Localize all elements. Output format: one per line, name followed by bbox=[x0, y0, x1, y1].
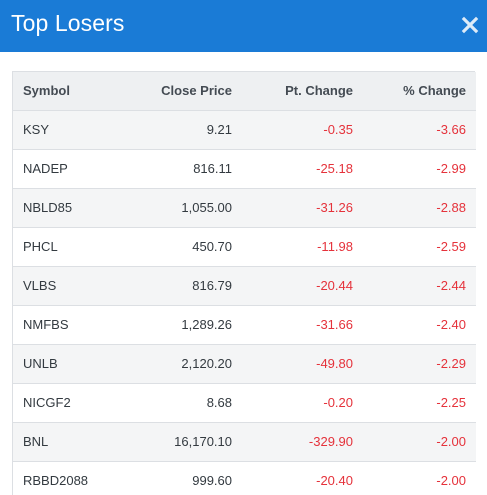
modal-header: Top Losers bbox=[0, 0, 487, 52]
close-icon[interactable] bbox=[461, 16, 479, 34]
cell-close-price: 816.11 bbox=[121, 149, 242, 189]
column-header-pct-change[interactable]: % Change bbox=[363, 72, 476, 111]
table-row[interactable]: KSY 9.21 -0.35 -3.66 bbox=[13, 110, 476, 150]
cell-pct-change: -2.29 bbox=[363, 344, 476, 384]
cell-pct-change: -2.99 bbox=[363, 149, 476, 189]
table-row[interactable]: NMFBS 1,289.26 -31.66 -2.40 bbox=[13, 305, 476, 345]
cell-symbol[interactable]: NBLD85 bbox=[13, 188, 121, 228]
cell-pt-change: -329.90 bbox=[242, 422, 363, 462]
cell-close-price: 1,289.26 bbox=[121, 305, 242, 345]
column-header-close-price[interactable]: Close Price bbox=[121, 72, 242, 111]
cell-pct-change: -2.00 bbox=[363, 461, 476, 495]
cell-symbol[interactable]: PHCL bbox=[13, 227, 121, 267]
column-header-pt-change[interactable]: Pt. Change bbox=[242, 72, 363, 111]
table-row[interactable]: BNL 16,170.10 -329.90 -2.00 bbox=[13, 422, 476, 462]
cell-pt-change: -20.40 bbox=[242, 461, 363, 495]
table-row[interactable]: NICGF2 8.68 -0.20 -2.25 bbox=[13, 383, 476, 423]
cell-pct-change: -2.40 bbox=[363, 305, 476, 345]
cell-pt-change: -0.20 bbox=[242, 383, 363, 423]
cell-pct-change: -2.00 bbox=[363, 422, 476, 462]
modal-title: Top Losers bbox=[11, 10, 125, 36]
cell-pt-change: -11.98 bbox=[242, 227, 363, 267]
cell-symbol[interactable]: NMFBS bbox=[13, 305, 121, 345]
cell-close-price: 9.21 bbox=[121, 110, 242, 150]
losers-table: Symbol Close Price Pt. Change % Change K… bbox=[12, 71, 476, 495]
table-row[interactable]: NADEP 816.11 -25.18 -2.99 bbox=[13, 149, 476, 189]
table-row[interactable]: NBLD85 1,055.00 -31.26 -2.88 bbox=[13, 188, 476, 228]
cell-close-price: 16,170.10 bbox=[121, 422, 242, 462]
cell-symbol[interactable]: NICGF2 bbox=[13, 383, 121, 423]
cell-close-price: 450.70 bbox=[121, 227, 242, 267]
cell-pt-change: -20.44 bbox=[242, 266, 363, 306]
cell-pct-change: -3.66 bbox=[363, 110, 476, 150]
cell-pt-change: -25.18 bbox=[242, 149, 363, 189]
cell-close-price: 1,055.00 bbox=[121, 188, 242, 228]
cell-pt-change: -0.35 bbox=[242, 110, 363, 150]
cell-close-price: 2,120.20 bbox=[121, 344, 242, 384]
table-row[interactable]: VLBS 816.79 -20.44 -2.44 bbox=[13, 266, 476, 306]
cell-pt-change: -49.80 bbox=[242, 344, 363, 384]
cell-symbol[interactable]: BNL bbox=[13, 422, 121, 462]
cell-symbol[interactable]: RBBD2088 bbox=[13, 461, 121, 495]
table-row[interactable]: RBBD2088 999.60 -20.40 -2.00 bbox=[13, 461, 476, 495]
cell-symbol[interactable]: KSY bbox=[13, 110, 121, 150]
cell-symbol[interactable]: UNLB bbox=[13, 344, 121, 384]
cell-pct-change: -2.88 bbox=[363, 188, 476, 228]
cell-close-price: 8.68 bbox=[121, 383, 242, 423]
cell-symbol[interactable]: NADEP bbox=[13, 149, 121, 189]
table-header-row: Symbol Close Price Pt. Change % Change bbox=[13, 72, 476, 111]
cell-pct-change: -2.59 bbox=[363, 227, 476, 267]
cell-pct-change: -2.25 bbox=[363, 383, 476, 423]
table-row[interactable]: UNLB 2,120.20 -49.80 -2.29 bbox=[13, 344, 476, 384]
column-header-symbol[interactable]: Symbol bbox=[13, 72, 121, 111]
cell-pt-change: -31.26 bbox=[242, 188, 363, 228]
cell-close-price: 999.60 bbox=[121, 461, 242, 495]
table-row[interactable]: PHCL 450.70 -11.98 -2.59 bbox=[13, 227, 476, 267]
cell-symbol[interactable]: VLBS bbox=[13, 266, 121, 306]
cell-pct-change: -2.44 bbox=[363, 266, 476, 306]
cell-close-price: 816.79 bbox=[121, 266, 242, 306]
cell-pt-change: -31.66 bbox=[242, 305, 363, 345]
